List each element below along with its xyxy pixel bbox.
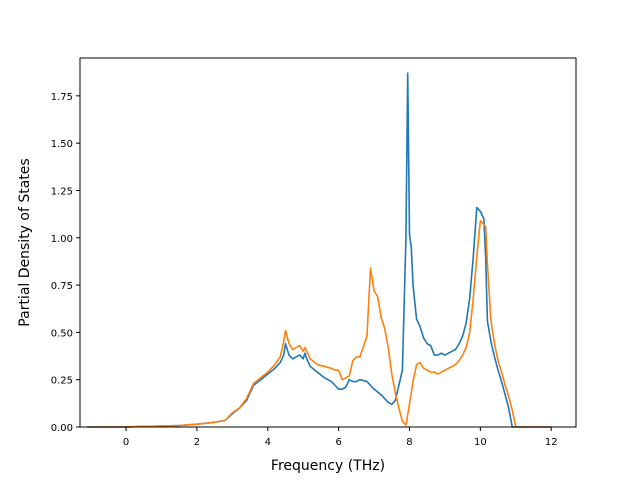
y-tick-label: 1.75: [51, 92, 73, 103]
y-tick-label: 0.50: [51, 328, 73, 339]
series-line-1: [87, 72, 552, 428]
x-tick-label: 10: [474, 437, 487, 448]
x-tick-label: 2: [194, 437, 200, 448]
y-tick-label: 1.25: [51, 186, 73, 197]
y-tick-label: 0.75: [51, 281, 73, 292]
x-axis-ticks: 0 2 4 6 8 10 12: [123, 427, 558, 448]
y-tick-label: 0.25: [51, 376, 73, 387]
x-axis-title: Frequency (THz): [271, 458, 385, 474]
x-tick-label: 4: [265, 437, 271, 448]
series-layer: [87, 72, 552, 428]
y-tick-label: 1.50: [51, 139, 73, 150]
plot-frame: [79, 57, 577, 428]
y-axis-ticks: 0.00 0.25 0.50 0.75 1.00 1.25 1.50 1.75: [51, 92, 80, 434]
y-tick-label: 0.00: [51, 423, 73, 434]
x-tick-label: 8: [406, 437, 412, 448]
x-tick-label: 12: [545, 437, 558, 448]
y-axis-title: Partial Density of States: [17, 158, 33, 326]
x-tick-label: 0: [123, 437, 129, 448]
y-tick-label: 1.00: [51, 234, 73, 245]
x-tick-label: 6: [335, 437, 341, 448]
series-line-2: [87, 219, 552, 428]
